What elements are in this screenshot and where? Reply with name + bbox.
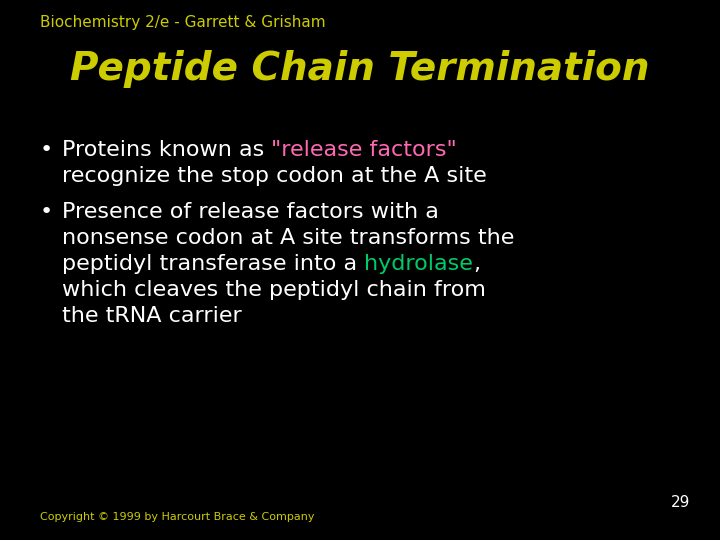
Text: peptidyl transferase into a: peptidyl transferase into a [62,254,364,274]
Text: recognize the stop codon at the A site: recognize the stop codon at the A site [62,166,487,186]
Text: Presence of release factors with a: Presence of release factors with a [62,202,439,222]
Text: Copyright © 1999 by Harcourt Brace & Company: Copyright © 1999 by Harcourt Brace & Com… [40,512,315,522]
Text: 29: 29 [670,495,690,510]
Text: Proteins known as: Proteins known as [62,140,271,160]
Text: •: • [40,140,53,160]
Text: Biochemistry 2/e - Garrett & Grisham: Biochemistry 2/e - Garrett & Grisham [40,15,325,30]
Text: nonsense codon at A site transforms the: nonsense codon at A site transforms the [62,228,514,248]
Text: the tRNA carrier: the tRNA carrier [62,306,242,326]
Text: which cleaves the peptidyl chain from: which cleaves the peptidyl chain from [62,280,486,300]
Text: ,: , [473,254,480,274]
Text: •: • [40,202,53,222]
Text: hydrolase: hydrolase [364,254,473,274]
Text: Peptide Chain Termination: Peptide Chain Termination [71,50,649,88]
Text: "release factors": "release factors" [271,140,457,160]
